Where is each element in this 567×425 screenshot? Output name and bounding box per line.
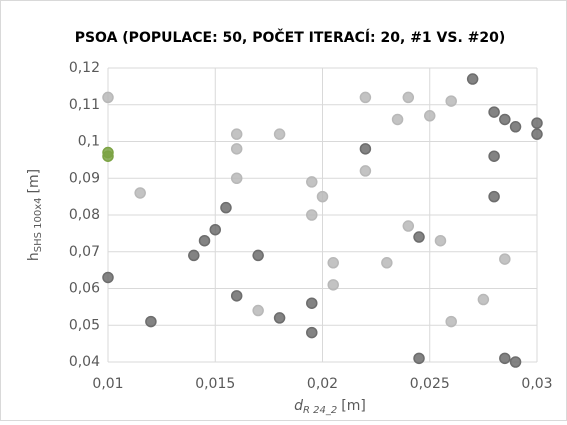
point: [359, 91, 372, 104]
x-label-unit: [m]: [341, 398, 366, 414]
point: [230, 143, 243, 155]
point: [509, 121, 522, 133]
point: [413, 231, 425, 243]
point: [499, 113, 511, 126]
point: [531, 128, 543, 140]
point: [381, 257, 393, 269]
x-tick-label: 0,025: [410, 376, 450, 392]
y-tick-label: 0,07: [69, 244, 100, 260]
y-tick-label: 0,04: [69, 354, 100, 370]
chart-title: PSOA (POPULACE: 50, POČET ITERACÍ: 20, #…: [75, 28, 506, 46]
y-tick-label: 0,09: [69, 170, 100, 186]
x-tick-label: 0,015: [195, 376, 235, 392]
point: [273, 312, 286, 324]
y-tick-label: 0,05: [69, 317, 100, 333]
point: [509, 356, 522, 368]
point: [145, 315, 157, 328]
point: [306, 176, 318, 188]
point: [424, 110, 436, 122]
point: [413, 352, 425, 365]
x-axis-label: dR 24_2 [m]: [294, 398, 366, 416]
y-tick-label: 0,11: [69, 97, 100, 113]
y-tick-label: 0,1: [78, 134, 100, 150]
point: [445, 95, 457, 107]
point: [445, 315, 457, 328]
point: [230, 128, 243, 140]
point: [477, 293, 490, 306]
point: [220, 201, 232, 214]
point: [531, 117, 543, 129]
point: [488, 190, 500, 203]
point: [188, 249, 200, 262]
point: [134, 187, 146, 199]
point: [499, 253, 511, 265]
point: [434, 234, 447, 247]
point: [359, 143, 372, 155]
point: [252, 304, 264, 317]
x-label-sub: R 24_2: [303, 405, 337, 416]
y-label-sub: SHS 100x4: [33, 197, 44, 252]
point: [102, 91, 114, 104]
point: [316, 190, 329, 203]
point: [391, 113, 404, 126]
y-label-main: h: [26, 252, 42, 261]
x-label-main: d: [294, 398, 303, 414]
point: [488, 150, 500, 162]
point: [230, 290, 243, 302]
point: [466, 73, 479, 85]
point: [306, 209, 318, 221]
point: [252, 249, 264, 262]
point: [327, 257, 339, 269]
point: [359, 165, 372, 177]
point: [209, 223, 221, 236]
point: [102, 271, 114, 284]
y-tick-label: 0,08: [69, 207, 100, 223]
y-axis-label: hSHS 100x4 [m]: [26, 169, 44, 261]
x-tick-label: 0,01: [92, 376, 123, 392]
point: [102, 150, 114, 162]
point: [327, 279, 339, 291]
x-tick-label: 0,02: [307, 376, 338, 392]
y-tick-label: 0,12: [69, 60, 100, 76]
point: [198, 234, 211, 247]
point: [402, 91, 415, 104]
point: [306, 297, 318, 309]
y-label-unit: [m]: [26, 169, 42, 194]
point: [230, 172, 243, 184]
point: [306, 326, 318, 339]
point: [499, 352, 511, 365]
point: [402, 220, 415, 232]
point: [273, 128, 286, 140]
point: [488, 106, 500, 118]
y-tick-label: 0,06: [69, 281, 100, 297]
x-tick-label: 0,03: [521, 376, 552, 392]
